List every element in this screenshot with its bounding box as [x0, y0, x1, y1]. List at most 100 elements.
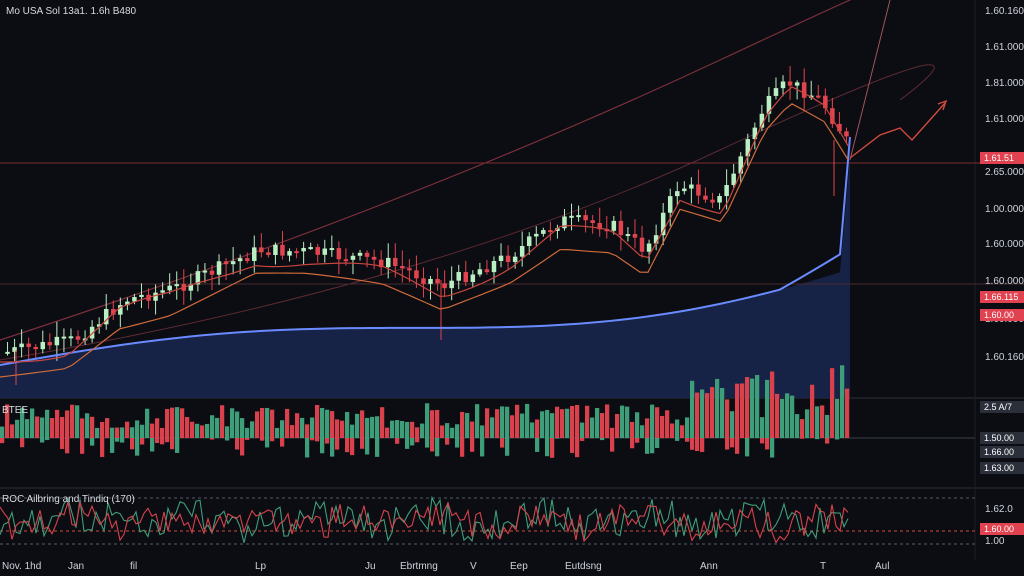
volume-bar	[390, 420, 395, 438]
volume-bar	[395, 420, 400, 438]
moving-average-area	[0, 158, 850, 398]
candle	[703, 187, 708, 203]
volume-bar	[525, 403, 530, 438]
candle	[477, 262, 483, 277]
oscillator-signal-line	[0, 500, 849, 544]
volume-bar-negative	[155, 438, 160, 443]
volume-bar-negative	[265, 438, 270, 448]
volume-bar-negative	[45, 438, 50, 441]
osc-panel[interactable]	[0, 488, 975, 560]
candle	[230, 246, 236, 275]
volume-bar	[315, 404, 320, 438]
candle	[639, 225, 645, 258]
candle	[456, 264, 461, 290]
candle	[491, 256, 497, 284]
volume-bar	[545, 409, 550, 438]
candle	[33, 343, 38, 359]
volume-bar	[170, 407, 175, 438]
volume-bar	[55, 409, 60, 438]
time-tick-label: Aul	[875, 561, 889, 572]
volume-bar	[155, 418, 160, 438]
volume-bar-negative	[395, 438, 400, 444]
volume-bar	[320, 407, 325, 438]
candle	[519, 231, 525, 267]
candle	[442, 270, 447, 298]
volume-bar-negative	[730, 438, 735, 448]
candle	[5, 342, 10, 356]
volume-bar	[565, 408, 570, 438]
candle	[752, 122, 758, 150]
candle	[583, 209, 588, 233]
volume-bar	[95, 427, 100, 438]
candle	[512, 252, 518, 269]
candle	[301, 241, 306, 265]
price-tag: 1.61.51	[980, 152, 1024, 164]
volume-bar-negative	[235, 438, 240, 450]
candle	[428, 275, 433, 300]
volume-bar	[295, 413, 300, 438]
price-tick-label: 1.00.000	[985, 204, 1024, 215]
volume-bar-negative	[210, 438, 215, 440]
volume-bar	[845, 388, 850, 438]
volume-bar	[100, 421, 105, 438]
volume-bar-negative	[765, 438, 770, 450]
volume-bar	[580, 422, 585, 438]
volume-bar	[355, 413, 360, 438]
candle	[421, 267, 426, 298]
volume-bar	[145, 408, 150, 438]
candle	[470, 270, 476, 287]
volume-bar-negative	[610, 438, 615, 452]
volume-bar	[585, 405, 590, 438]
volume-bar-negative	[645, 438, 650, 454]
volume-bar	[615, 413, 620, 438]
volume-bar	[590, 417, 595, 438]
candle	[696, 169, 701, 204]
volume-bar	[440, 425, 445, 438]
candle	[259, 233, 264, 258]
volume-bar	[40, 417, 45, 438]
volume-bar	[140, 424, 145, 438]
candle	[139, 283, 144, 309]
candle	[534, 226, 539, 246]
candle	[47, 333, 53, 350]
volume-bar	[285, 408, 290, 438]
volume-bar	[680, 425, 685, 438]
candle	[717, 193, 722, 210]
candle	[611, 215, 617, 235]
candle	[216, 254, 222, 285]
volume-bar-negative	[375, 438, 380, 457]
candle	[188, 273, 194, 301]
volume-bar-negative	[20, 438, 25, 448]
volume-bar	[725, 399, 730, 438]
osc-tag: 1.60.00	[980, 523, 1024, 535]
volume-bar	[610, 427, 615, 438]
candle	[555, 224, 560, 239]
volume-bar-negative	[110, 438, 115, 453]
volume-bar-negative	[500, 438, 505, 448]
volume-bar	[245, 427, 250, 438]
svg-text:1.66.00: 1.66.00	[984, 447, 1014, 457]
volume-bar	[305, 424, 310, 438]
candle	[823, 88, 828, 115]
volume-bar-negative	[115, 438, 120, 442]
volume-bar	[785, 393, 790, 438]
candle	[308, 242, 313, 251]
volume-bar	[205, 423, 210, 438]
candle	[590, 215, 595, 234]
volume-bar-negative	[330, 438, 335, 457]
osc-tick-label: 1.62.0	[985, 504, 1013, 515]
svg-text:1.63.00: 1.63.00	[984, 463, 1014, 473]
volume-bar-negative	[430, 438, 435, 452]
volume-bar	[595, 407, 600, 438]
volume-bar	[695, 392, 700, 438]
volume-bar	[755, 375, 760, 438]
volume-bar	[335, 419, 340, 438]
volume-bar	[520, 413, 525, 438]
candle	[816, 84, 821, 99]
volume-bar	[275, 427, 280, 438]
moving-average-line	[0, 136, 851, 366]
time-tick-label: Ju	[365, 561, 376, 572]
svg-text:2.5 A/7: 2.5 A/7	[984, 402, 1012, 412]
volume-bar	[665, 410, 670, 438]
